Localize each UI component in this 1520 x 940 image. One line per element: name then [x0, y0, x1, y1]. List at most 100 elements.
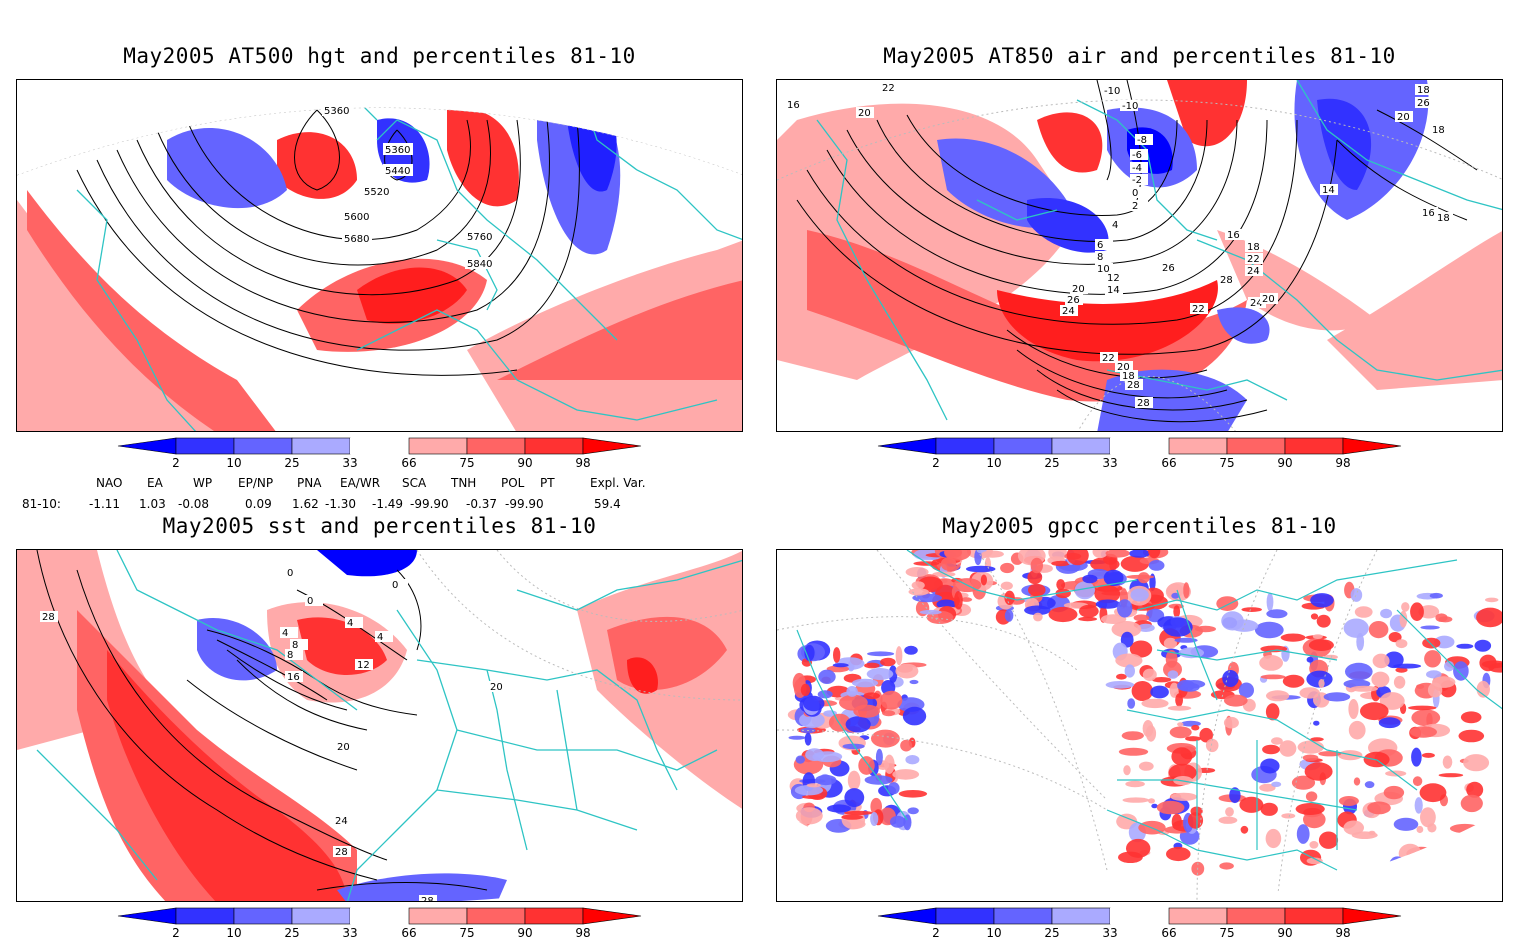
colorbar-tick-label: 25 [284, 456, 299, 468]
colorbar-tick-label: 10 [986, 456, 1001, 468]
index-value-sca: -1.49 [372, 497, 404, 511]
contour-label: 24 [1062, 306, 1075, 317]
anomaly-pos-region [17, 200, 277, 431]
index-value-pt: -99.90 [505, 497, 544, 511]
colorbar-segment [291, 907, 351, 925]
contour-label: 8 [1097, 252, 1103, 263]
index-value-epnp: 0.09 [245, 497, 272, 511]
contour-label: 26 [1162, 263, 1175, 274]
colorbar-tick-label: 25 [1044, 456, 1059, 468]
teleconnection-index-table: NAO EA WP EP/NP PNA EA/WR SCA TNH POL PT… [0, 474, 760, 514]
colorbar-tick-label: 75 [1219, 926, 1234, 938]
contour-label: 5840 [467, 259, 492, 270]
contour-label: 5360 [385, 145, 410, 156]
contour-label: 0 [1132, 188, 1138, 199]
contour-label: -10 [1104, 86, 1120, 97]
contour-label: 12 [1107, 273, 1120, 284]
contour-label: 22 [1192, 304, 1205, 315]
contour-label: 16 [787, 100, 800, 111]
index-value-explvar: 59.4 [594, 497, 621, 511]
colorbar-segment [935, 437, 995, 455]
colorbar-segment [524, 907, 584, 925]
contour-label: 4 [282, 628, 288, 639]
colorbar-segment [1110, 908, 1169, 924]
contour-label: -4 [1132, 163, 1142, 174]
colorbar-tick-label: 25 [284, 926, 299, 938]
anomaly-neg-region [167, 128, 287, 209]
colorbar-segment [233, 437, 293, 455]
anomaly-neg-region [1217, 307, 1270, 344]
colorbar-tick-label: 10 [226, 926, 241, 938]
colorbar-tick-label: 75 [459, 456, 474, 468]
colorbar-segment [1051, 907, 1111, 925]
colorbar-segment [582, 437, 642, 455]
contour-label: 20 [337, 742, 350, 753]
contour-label: 16 [1227, 230, 1240, 241]
colorbar-segment [1284, 437, 1344, 455]
contour-label: 0 [307, 596, 313, 607]
contour-label: -10 [1122, 101, 1138, 112]
colorbar-segment [1284, 907, 1344, 925]
colorbar-segment [408, 437, 468, 455]
colorbar-segment [877, 907, 937, 925]
colorbar-tick-label: 66 [1161, 456, 1176, 468]
anomaly-pos-region [447, 108, 519, 207]
contour-label: -6 [1132, 150, 1142, 161]
contour-label: 28 [421, 896, 434, 902]
contour-label: 24 [1250, 298, 1263, 309]
contour-label: 24 [1247, 266, 1260, 277]
panel-title-gpcc: May2005 gpcc percentiles 81-10 [942, 514, 1337, 538]
map-panel-hgt: 5360 5360 5440 5520 5600 5680 5760 5840 [16, 79, 743, 432]
anomaly-pos-region [497, 280, 742, 380]
colorbar-tick-label: 2 [172, 926, 180, 938]
colorbar-tick-label: 66 [1161, 926, 1176, 938]
anomaly-neg-region [1027, 198, 1109, 253]
colorbar-tick-label: 75 [459, 926, 474, 938]
colorbar-tick-label: 33 [1102, 926, 1117, 938]
contour-label: 4 [377, 632, 383, 643]
colorbar-tick-label: 33 [342, 926, 357, 938]
contour-label: 22 [882, 83, 895, 94]
contour-label: 20 [1262, 294, 1275, 305]
anomaly-neg-region [197, 618, 277, 681]
contour-label: 24 [335, 816, 348, 827]
index-value-wp: -0.08 [178, 497, 210, 511]
index-header-ea: EA [147, 476, 163, 490]
anomaly-pos-region [107, 650, 347, 901]
contour-label: 20 [490, 682, 503, 693]
contour-label: 5600 [344, 212, 369, 223]
anomaly-pos-region [1327, 230, 1502, 390]
panel-title-hgt: May2005 AT500 hgt and percentiles 81-10 [123, 44, 636, 68]
colorbar-tick-label: 90 [517, 456, 532, 468]
index-header-pt: PT [540, 476, 555, 490]
colorbar-segment [993, 437, 1053, 455]
index-value-tnh: -99.90 [410, 497, 449, 511]
colorbar-segment [524, 437, 584, 455]
index-header-nao: NAO [96, 476, 123, 490]
contour-labels: 221620-10-10-8-6-4-202468101214161822242… [785, 82, 1453, 409]
map-gpcc-svg [777, 550, 1502, 901]
anomaly-pos-region [807, 230, 1247, 402]
colorbar-sst: 2 10 25 33 66 75 90 98 [117, 907, 642, 938]
contour-label: -2 [1132, 175, 1142, 186]
map-panel-sst: 28 0 0 0 4 4 8 4 8 12 16 20 24 28 28 20 [16, 549, 743, 902]
contour-label: 18 [1122, 371, 1135, 382]
colorbar-tick-label: 98 [575, 926, 590, 938]
colorbar-tick-label: 75 [1219, 456, 1234, 468]
colorbar-tick-label: 25 [1044, 926, 1059, 938]
colorbar-hgt: 2 10 25 33 66 75 90 98 [117, 437, 642, 468]
contour-label: 18 [1247, 242, 1260, 253]
contour-label: 2 [1132, 201, 1138, 212]
index-header-epnp: EP/NP [238, 476, 274, 490]
colorbar-segment [1110, 438, 1169, 454]
index-value-nao: -1.11 [89, 497, 121, 511]
colorbar-segment [233, 907, 293, 925]
colorbar-tick-label: 10 [986, 926, 1001, 938]
contour-label: 14 [1107, 285, 1120, 296]
contour-label: 0 [287, 568, 293, 579]
colorbar-segment [175, 907, 235, 925]
contour-label: 20 [1117, 362, 1130, 373]
colorbar-segment [1342, 437, 1402, 455]
index-row-label: 81-10: [22, 497, 61, 511]
